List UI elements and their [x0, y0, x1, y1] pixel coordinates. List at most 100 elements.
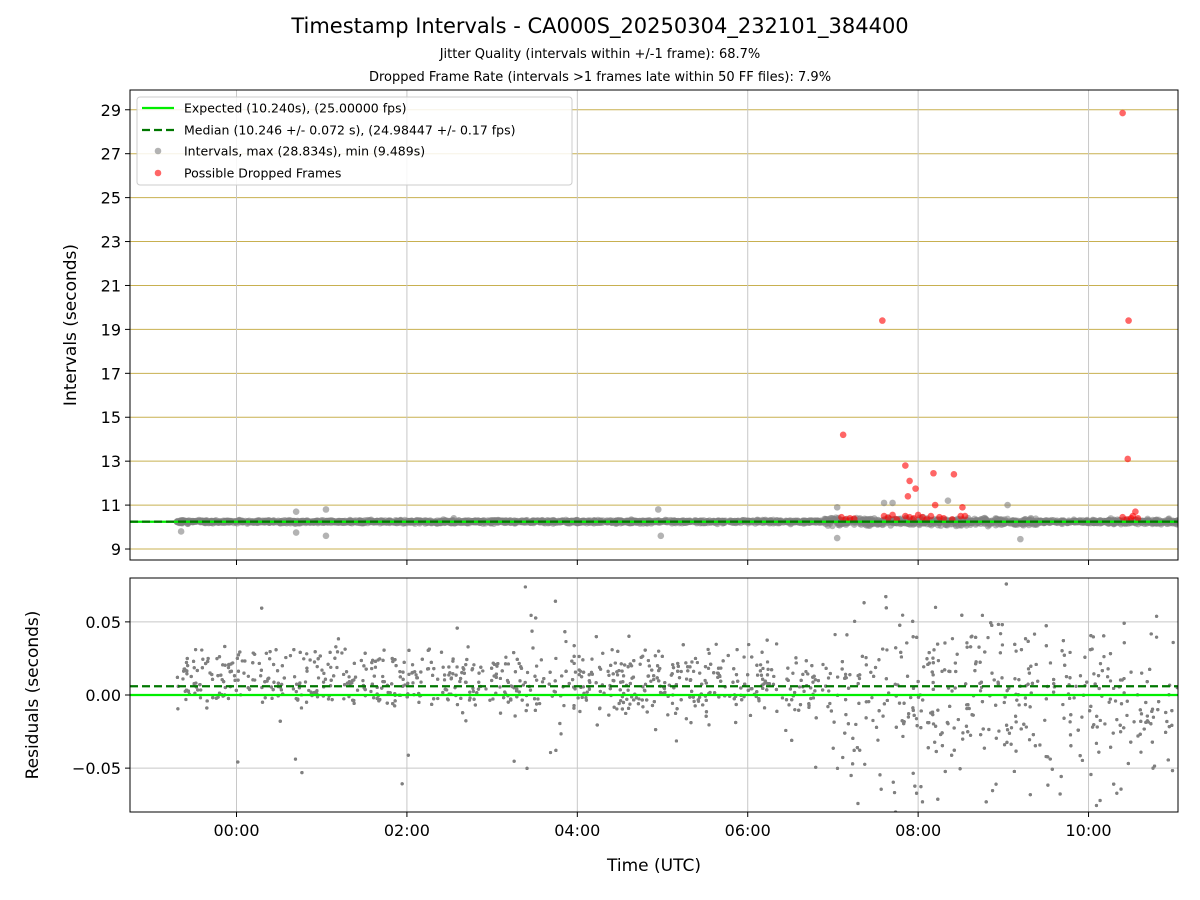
residual-point [828, 701, 832, 706]
interval-point [657, 532, 665, 540]
dropped-frame-point [850, 515, 858, 523]
residual-point [477, 680, 481, 684]
residual-point [637, 697, 641, 701]
interval-point [292, 529, 300, 536]
residual-point [703, 678, 707, 683]
residual-point [442, 678, 447, 682]
dropped-frame-point [879, 317, 886, 324]
residual-point [1154, 635, 1159, 639]
residual-point [707, 723, 711, 727]
y-tick-label: −0.05 [72, 759, 121, 778]
residual-point [369, 689, 373, 694]
residual-point [649, 679, 653, 683]
residual-point [186, 664, 190, 668]
residual-point [580, 675, 584, 679]
y-tick-label: 9 [111, 540, 121, 559]
residual-point [315, 665, 319, 669]
residual-point [759, 663, 763, 667]
residual-point [1115, 718, 1119, 722]
residual-point [1094, 741, 1099, 745]
residual-point [320, 668, 324, 672]
residual-point [1074, 684, 1078, 688]
residual-point [691, 669, 696, 673]
interval-point [828, 514, 836, 522]
residual-point [1098, 718, 1102, 723]
interval-point [1004, 501, 1011, 509]
residual-point [1013, 677, 1017, 681]
dropped-frame-point [912, 485, 919, 492]
residual-point [293, 757, 298, 761]
chart-title: Timestamp Intervals - CA000S_20250304_23… [291, 14, 909, 38]
residual-point [813, 678, 817, 682]
residual-point [436, 696, 440, 701]
residual-point [481, 669, 485, 673]
residual-point [326, 697, 331, 701]
residual-point [1091, 635, 1095, 639]
dropped-frame-point [961, 512, 969, 520]
residual-point [1023, 703, 1028, 707]
residual-point [1090, 725, 1095, 729]
y-tick-label: 11 [101, 496, 121, 515]
residual-point [965, 641, 969, 645]
x-tick-label: 00:00 [213, 821, 259, 840]
residual-point [797, 685, 802, 689]
residual-point [1014, 649, 1018, 653]
residual-point [670, 701, 675, 705]
dropped-frame-point [889, 511, 896, 519]
residual-point [620, 669, 624, 673]
interval-point [833, 534, 841, 542]
y-tick-label: 21 [101, 276, 121, 295]
residual-point [1171, 640, 1175, 645]
intervals-y-axis-label: Intervals (seconds) [61, 244, 81, 406]
residual-point [793, 708, 797, 712]
y-tick-label: 27 [101, 145, 121, 164]
residual-point [765, 660, 770, 664]
residual-point [857, 676, 862, 681]
dropped-frame-point [931, 501, 939, 509]
residual-point [1002, 700, 1006, 705]
residual-point [419, 680, 423, 684]
residual-point [870, 696, 874, 700]
x-tick-label: 02:00 [384, 821, 430, 840]
dropped-frame-point [959, 503, 966, 511]
residual-point [940, 669, 944, 674]
residual-point [538, 701, 542, 706]
residual-point [1115, 791, 1119, 795]
x-tick-label: 06:00 [725, 821, 771, 840]
residual-point [864, 663, 868, 667]
x-tick-label: 04:00 [554, 821, 600, 840]
residual-point [370, 666, 374, 671]
jitter-quality-subtitle: Jitter Quality (intervals within +/-1 fr… [439, 47, 761, 62]
residual-point [221, 844, 224, 847]
residual-point [223, 663, 227, 667]
residual-point [1151, 715, 1156, 719]
residual-point [200, 648, 204, 652]
residual-point [997, 729, 1001, 733]
x-tick-label: 10:00 [1065, 821, 1111, 840]
dropped-frame-point [1119, 109, 1126, 117]
residual-point [628, 702, 632, 706]
residual-point [540, 680, 545, 684]
interval-point [833, 503, 841, 511]
residual-point [302, 657, 306, 661]
residual-point [577, 668, 581, 672]
residual-point [342, 697, 346, 701]
dropped-frame-point [902, 462, 909, 469]
residual-point [1017, 703, 1021, 707]
residual-point [1098, 661, 1103, 666]
residual-point [539, 658, 543, 662]
interval-point [322, 532, 330, 540]
residual-point [666, 713, 670, 717]
residual-point [674, 739, 679, 743]
residual-point [184, 697, 188, 702]
residual-point [784, 728, 788, 733]
residual-point [292, 675, 297, 679]
dropped-frame-point [906, 477, 913, 485]
residual-point [201, 657, 205, 661]
residual-point [1108, 697, 1112, 701]
residual-point [826, 705, 830, 709]
residual-point [863, 762, 867, 766]
